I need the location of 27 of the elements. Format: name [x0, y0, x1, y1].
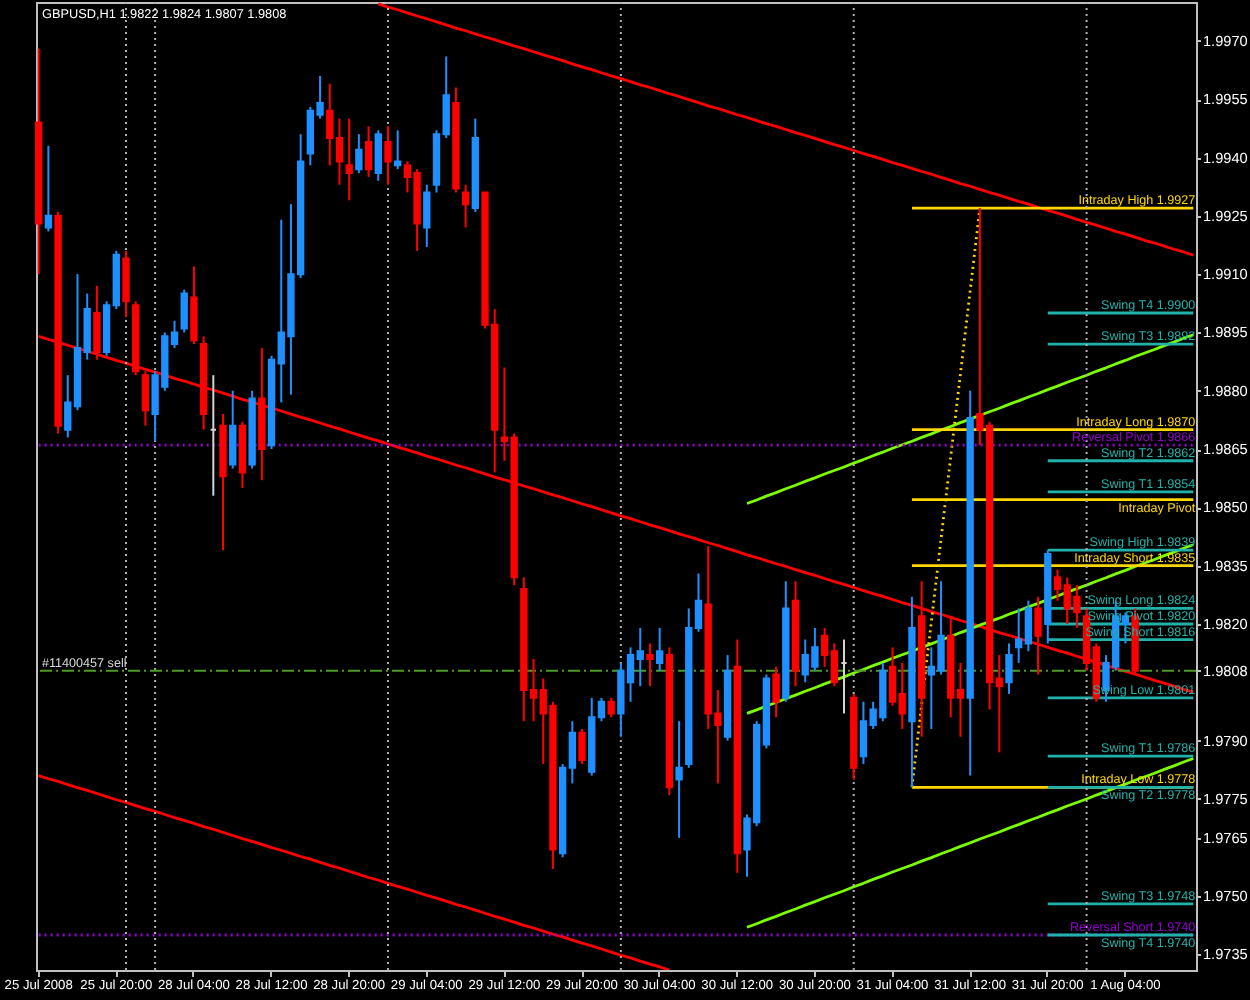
- candlestick: [180, 288, 188, 334]
- candlestick: [44, 144, 53, 233]
- candlestick: [656, 626, 664, 672]
- candlestick: [355, 133, 363, 175]
- candlestick: [461, 183, 470, 229]
- candlestick: [1034, 595, 1042, 676]
- line-series: [745, 757, 1195, 929]
- candlestick: [238, 420, 247, 489]
- candlestick: [384, 125, 392, 186]
- line-series: [37, 774, 671, 970]
- candlestick: [772, 665, 780, 719]
- candlestick: [374, 129, 382, 182]
- candlestick: [675, 720, 683, 839]
- candlestick: [141, 370, 150, 427]
- candlestick: [578, 727, 586, 765]
- candlestick: [345, 117, 353, 202]
- candlestick: [607, 696, 615, 719]
- candlestick: [122, 249, 130, 318]
- line-series: [376, 2, 1195, 257]
- candlestick: [646, 642, 654, 688]
- candlestick: [394, 129, 402, 171]
- line-series: [745, 333, 1195, 505]
- candlestick: [1005, 642, 1013, 695]
- candlestick: [229, 389, 237, 470]
- candlestick: [423, 183, 431, 248]
- candlestick: [190, 265, 198, 346]
- candlestick: [364, 125, 373, 178]
